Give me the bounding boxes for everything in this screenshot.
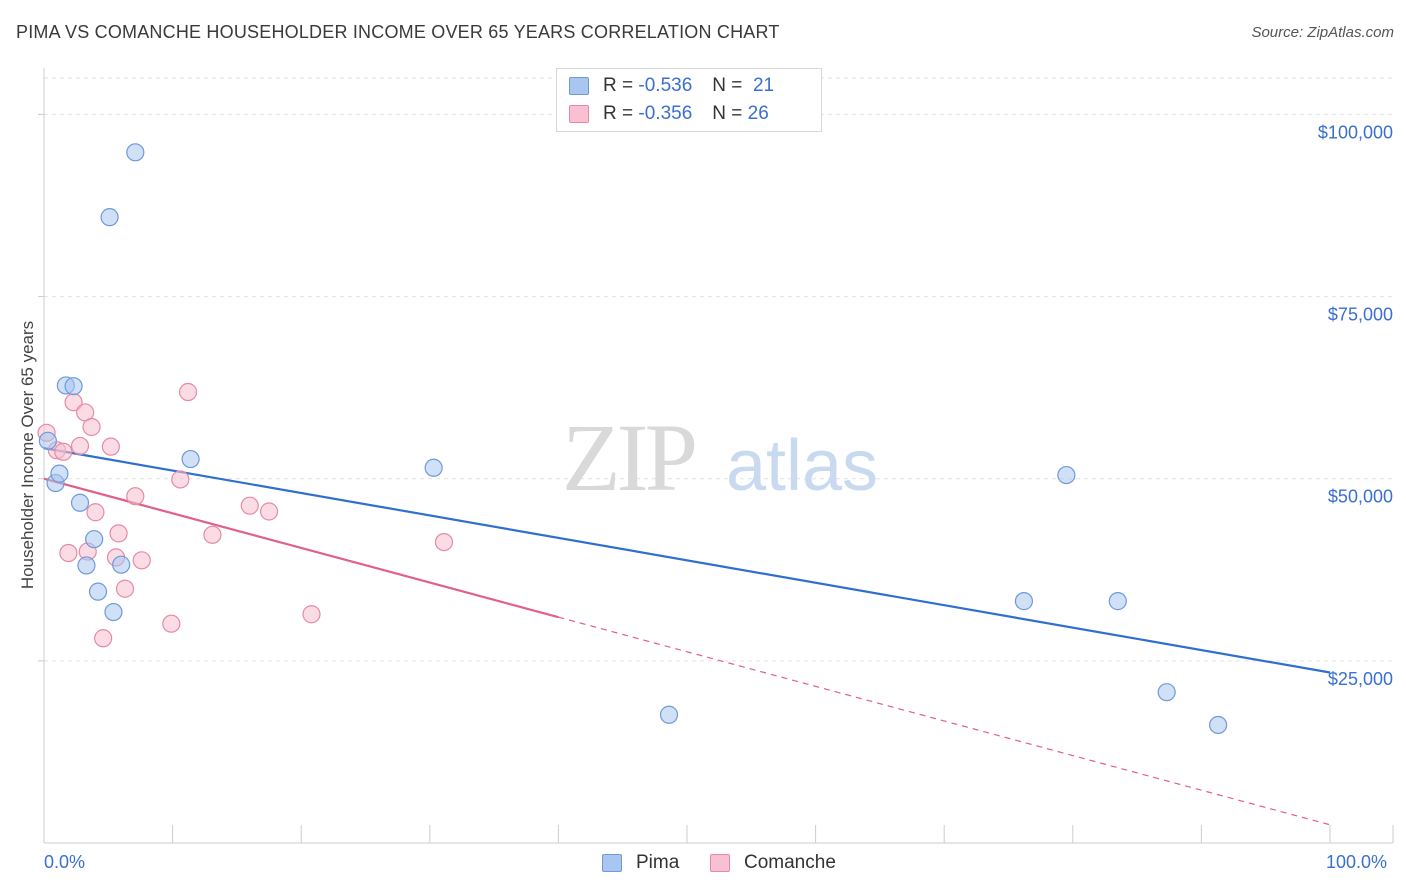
comanche-point bbox=[101, 437, 120, 456]
pima-point bbox=[1057, 465, 1076, 485]
y-tick-label: $25,000 bbox=[1328, 669, 1393, 689]
chart-title: PIMA VS COMANCHE HOUSEHOLDER INCOME OVER… bbox=[16, 22, 780, 42]
legend-item-pima: Pima bbox=[602, 852, 679, 874]
pima-point bbox=[1108, 592, 1127, 611]
pima-point bbox=[112, 555, 131, 574]
comanche-point bbox=[126, 487, 145, 506]
y-tick-label: $75,000 bbox=[1328, 305, 1393, 325]
comanche-point bbox=[59, 543, 78, 563]
pima-point bbox=[85, 530, 104, 549]
pima-legend-swatch bbox=[602, 854, 622, 872]
r-label: R = bbox=[603, 103, 634, 124]
pima-point bbox=[77, 556, 96, 575]
pima-trend-line bbox=[43, 447, 1331, 674]
pima-point bbox=[126, 143, 145, 162]
comanche-point bbox=[70, 436, 90, 456]
comanche-point bbox=[259, 502, 279, 521]
pima-point bbox=[1014, 592, 1034, 611]
comanche-point bbox=[162, 614, 181, 633]
source-label: Source: ZipAtlas.com bbox=[1251, 24, 1394, 41]
comanche-point bbox=[54, 442, 73, 461]
legend-item-comanche: Comanche bbox=[710, 852, 836, 874]
pima-point bbox=[1209, 715, 1228, 735]
n-label: N = bbox=[712, 75, 743, 96]
comanche-point bbox=[86, 503, 105, 522]
comanche-point bbox=[434, 532, 454, 552]
n-label: N = bbox=[712, 103, 743, 124]
pima-swatch bbox=[569, 77, 589, 95]
watermark: ZIP atlas bbox=[562, 404, 878, 511]
comanche-point bbox=[203, 525, 222, 544]
pima-point bbox=[38, 431, 57, 450]
comanche-point bbox=[115, 579, 135, 598]
y-tick-label: $50,000 bbox=[1328, 487, 1393, 507]
pima-point bbox=[181, 449, 200, 469]
comanche-legend-label: Comanche bbox=[744, 852, 836, 873]
pima-point bbox=[424, 458, 443, 477]
comanche-swatch bbox=[569, 105, 589, 123]
watermark-atlas: atlas bbox=[726, 426, 878, 506]
comanche-point bbox=[178, 382, 198, 402]
pima-point bbox=[64, 377, 83, 396]
watermark-zip: ZIP bbox=[562, 404, 695, 511]
comanche-r-value: -0.356 bbox=[638, 103, 693, 124]
y-tick-label: $100,000 bbox=[1318, 122, 1393, 142]
grid-lines bbox=[44, 77, 1393, 662]
comanche-point bbox=[171, 470, 190, 489]
comanche-point bbox=[240, 496, 259, 515]
stats-legend: R = -0.536 N = 21 R = -0.356 N = 26 bbox=[556, 68, 822, 132]
x-tick-min: 0.0% bbox=[44, 852, 86, 872]
x-tick-max: 100.0% bbox=[1326, 852, 1388, 872]
pima-point bbox=[659, 705, 679, 724]
pima-point bbox=[50, 464, 69, 483]
comanche-point bbox=[94, 629, 113, 648]
comanche-legend-swatch bbox=[710, 854, 730, 872]
pima-point bbox=[1157, 683, 1176, 702]
r-label: R = bbox=[603, 75, 634, 96]
pima-legend-label: Pima bbox=[636, 852, 680, 873]
data-points bbox=[37, 143, 1228, 735]
legend-row-comanche: R = -0.356 N = 26 bbox=[569, 102, 769, 126]
comanche-point bbox=[132, 551, 151, 570]
legend-row-pima: R = -0.536 N = 21 bbox=[569, 74, 774, 98]
y-tick-labels: $25,000 $50,000 $75,000 $100,000 bbox=[1318, 122, 1393, 688]
comanche-point bbox=[82, 417, 101, 437]
comanche-n-value: 26 bbox=[747, 103, 769, 124]
pima-point bbox=[70, 493, 90, 512]
pima-n-value: 21 bbox=[752, 75, 775, 96]
axes bbox=[38, 68, 1394, 844]
comanche-trend-extrapolation bbox=[558, 616, 1331, 826]
pima-point bbox=[100, 208, 119, 227]
comanche-point bbox=[302, 605, 321, 624]
pima-point bbox=[104, 602, 123, 622]
comanche-point bbox=[109, 524, 128, 543]
pima-r-value: -0.536 bbox=[638, 75, 693, 96]
pima-point bbox=[88, 582, 108, 601]
